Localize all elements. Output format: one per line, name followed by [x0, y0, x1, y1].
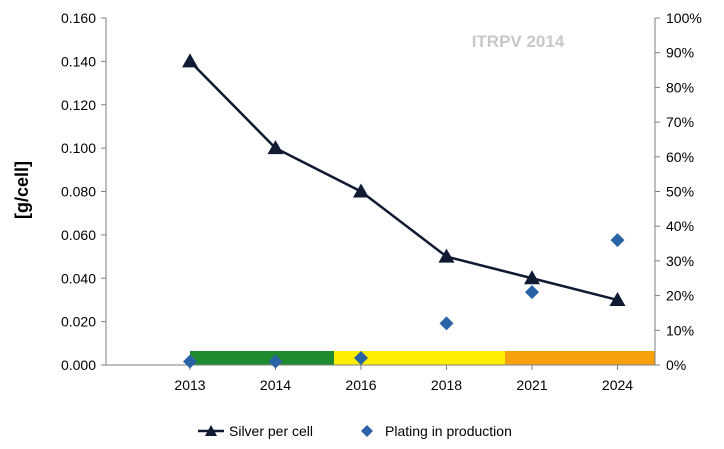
x-tick-label: 2021: [516, 377, 547, 393]
plating-in-production-point: [525, 285, 539, 300]
axes: 0.000 0.020 0.040 0.060 0.080 0.100 0.120 0.140…: [61, 10, 702, 393]
y-right-tick-label: 70%: [666, 114, 694, 130]
plating-in-production-point: [439, 316, 454, 331]
y-right-tick-label: 30%: [666, 253, 694, 269]
silver-per-cell-point: [353, 183, 369, 198]
y-right-tick-label: 20%: [666, 288, 694, 304]
legend-label-silver-per-cell: Silver per cell: [229, 423, 313, 439]
x-tick-label: 2024: [602, 377, 633, 393]
y-left-tick-label: 0.160: [61, 10, 96, 26]
legend-label-plating-in-production: Plating in production: [385, 423, 512, 439]
silver-per-cell-point: [609, 291, 626, 306]
y-left-tick-label: 0.040: [61, 270, 96, 286]
band-group: [190, 351, 655, 365]
plating-in-production-point: [183, 354, 197, 369]
y-right-tick-label: 40%: [666, 218, 694, 234]
silver-per-cell-point: [438, 248, 455, 263]
y-right-tick-label: 90%: [666, 45, 694, 61]
y-left-tick-label: 0.000: [61, 357, 96, 373]
silver-per-cell-point: [267, 140, 284, 155]
series-group: [182, 53, 626, 369]
plating-in-production-point: [354, 351, 368, 366]
plating-in-production-point: [610, 233, 625, 248]
y-right-tick-label: 10%: [666, 322, 694, 338]
y-left-tick-label: 0.060: [61, 227, 96, 243]
legend-triangle-swatch: [205, 425, 217, 436]
silver-per-cell-line: [189, 60, 618, 302]
y-left-tick-label: 0.100: [61, 140, 96, 156]
y-left-tick-label: 0.140: [61, 53, 96, 69]
y-left-tick-label: 0.080: [61, 184, 96, 200]
y-right-tick-label: 100%: [666, 10, 702, 26]
x-tick-label: 2013: [174, 377, 205, 393]
x-tick-label: 2014: [260, 377, 291, 393]
y-right-tick-label: 0%: [666, 357, 686, 373]
chart-watermark: ITRPV 2014: [472, 32, 565, 51]
y-left-tick-label: 0.020: [61, 314, 96, 330]
band-2021-2024: [505, 351, 655, 365]
silver-per-cell-point: [182, 53, 198, 68]
band-2013-2016: [190, 351, 334, 365]
legend: Silver per cell Plating in production: [198, 423, 512, 439]
x-tick-label: 2016: [345, 377, 376, 393]
plating-in-production-point: [268, 354, 283, 369]
x-tick-label: 2018: [431, 377, 462, 393]
y-left-tick-label: 0.120: [61, 97, 96, 113]
silver-per-cell-point: [524, 270, 540, 285]
y-right-tick-label: 60%: [666, 149, 694, 165]
legend-diamond-swatch: [361, 425, 373, 437]
band-2016-2021: [334, 351, 505, 365]
y-axis-label: [g/cell]: [12, 161, 32, 219]
y-right-tick-label: 80%: [666, 79, 694, 95]
y-right-tick-label: 50%: [666, 184, 694, 200]
